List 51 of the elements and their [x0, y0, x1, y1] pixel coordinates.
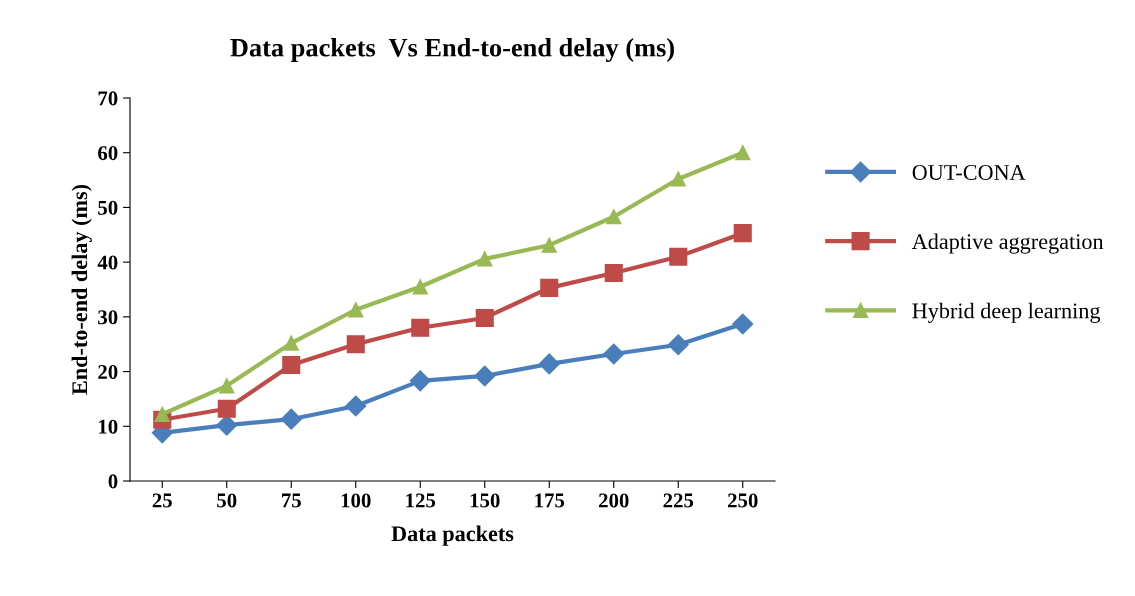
point — [475, 308, 494, 327]
point — [348, 302, 364, 318]
point — [477, 251, 493, 267]
y-tick-label: 60 — [98, 146, 118, 161]
point — [346, 335, 365, 354]
point — [280, 408, 302, 430]
point — [606, 209, 622, 225]
point — [541, 237, 557, 253]
x-tick-label: 250 — [728, 493, 758, 508]
point — [283, 335, 299, 351]
point — [474, 365, 496, 387]
x-tick-label: 125 — [406, 493, 436, 508]
point — [670, 171, 686, 187]
y-tick-label: 70 — [98, 91, 118, 106]
point — [669, 247, 688, 266]
y-axis-title: End-to-end delay (ms) — [71, 184, 92, 395]
y-tick-label: 30 — [98, 310, 118, 325]
chart-title: Data packets Vs End-to-end delay (ms) — [230, 38, 674, 63]
point — [735, 145, 751, 161]
point — [345, 395, 367, 417]
y-tick-label: 10 — [99, 419, 118, 434]
point — [219, 378, 235, 394]
y-tick-label: 0 — [108, 474, 118, 489]
point — [733, 224, 752, 243]
legend-label: Adaptive aggregation — [911, 233, 1104, 254]
point — [154, 406, 170, 422]
x-tick-label: 25 — [152, 493, 172, 508]
x-tick-label: 200 — [599, 493, 629, 508]
point — [603, 343, 625, 365]
y-tick-label: 40 — [97, 255, 118, 270]
point — [412, 279, 428, 295]
point — [282, 355, 301, 375]
legend-label: Hybrid deep learning — [912, 302, 1101, 323]
point — [409, 370, 431, 392]
point — [217, 399, 236, 418]
x-tick-label: 175 — [535, 493, 565, 508]
x-tick-label: 225 — [663, 493, 694, 508]
x-tick-label: 75 — [282, 493, 301, 508]
x-axis-title: Data packets — [391, 525, 514, 546]
point — [411, 318, 430, 337]
point — [540, 278, 559, 297]
legend-label: OUT-CONA — [912, 165, 1026, 180]
y-tick-label: 20 — [98, 364, 118, 379]
x-tick-label: 50 — [217, 493, 237, 508]
point — [732, 313, 754, 335]
point — [604, 264, 623, 283]
point — [667, 334, 689, 356]
x-tick-label: 150 — [470, 493, 500, 508]
y-tick-label: 50 — [98, 200, 118, 215]
x-tick-label: 100 — [341, 493, 371, 508]
point — [538, 353, 560, 375]
